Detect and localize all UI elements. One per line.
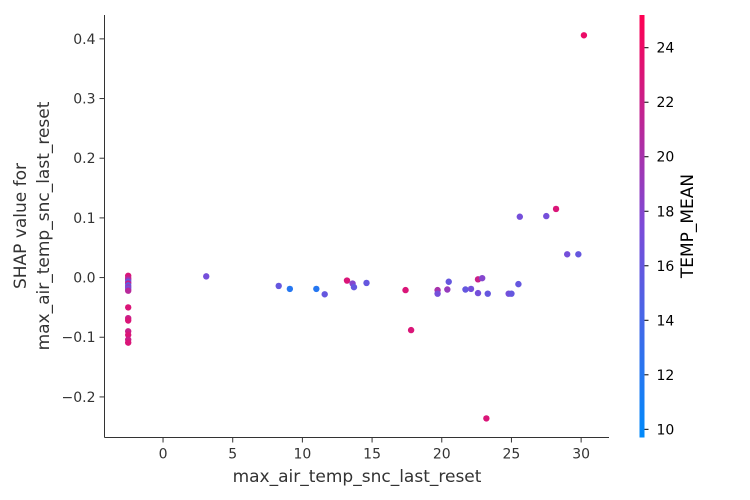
data-point <box>286 285 294 293</box>
data-point <box>313 285 320 293</box>
colorbar-ticks: 10 12 14 16 18 20 22 24 <box>644 41 675 438</box>
y-tick-label: 0.3 <box>73 92 95 108</box>
x-axis-label: max_air_temp_snc_last_reset <box>233 467 482 487</box>
colorbar-label: TEMP_MEAN <box>678 174 698 279</box>
x-tick-label: 5 <box>228 447 237 463</box>
data-point <box>580 32 588 39</box>
data-point <box>203 273 210 280</box>
colorbar-tick-label: 22 <box>657 95 675 111</box>
y-ticks: −0.2 −0.1 0.0 0.1 0.2 0.3 0.4 <box>62 32 105 406</box>
data-point <box>124 304 132 311</box>
data-point <box>402 286 409 294</box>
data-point <box>275 282 282 290</box>
colorbar-tick-label: 16 <box>657 259 675 275</box>
data-point <box>363 279 370 287</box>
y-tick-label: 0.1 <box>73 211 95 227</box>
data-point <box>563 251 571 258</box>
data-point <box>124 287 132 294</box>
colorbar-tick-label: 20 <box>657 150 675 166</box>
data-point <box>515 280 522 288</box>
y-tick-label: 0.0 <box>73 271 95 287</box>
data-point <box>124 339 132 346</box>
data-point <box>462 286 469 293</box>
x-tick-label: 25 <box>503 447 521 463</box>
data-point <box>321 291 328 298</box>
data-point <box>552 205 560 213</box>
data-point <box>575 251 582 258</box>
y-tick-label: −0.1 <box>62 330 96 346</box>
colorbar-tick-label: 18 <box>657 204 675 220</box>
colorbar-tick-label: 10 <box>657 422 675 438</box>
data-point <box>444 286 451 293</box>
data-point <box>483 415 490 422</box>
colorbar-tick-label: 14 <box>657 313 675 329</box>
data-point <box>484 290 491 297</box>
y-tick-label: −0.2 <box>62 390 96 406</box>
x-tick-label: 30 <box>572 447 590 463</box>
data-point <box>508 290 515 297</box>
data-point <box>478 274 486 282</box>
y-tick-label: 0.2 <box>73 151 95 167</box>
x-tick-label: 0 <box>159 447 168 463</box>
data-point <box>343 277 351 284</box>
data-point <box>467 285 475 293</box>
data-point <box>124 317 132 324</box>
data-point <box>350 283 358 291</box>
data-point <box>543 212 550 220</box>
x-ticks: 0 5 10 15 20 25 30 <box>159 437 590 463</box>
colorbar-tick-label: 12 <box>657 368 675 384</box>
y-tick-label: 0.4 <box>73 32 95 48</box>
x-tick-label: 20 <box>433 447 451 463</box>
y-axis-label-line-1: SHAP value for <box>11 163 31 289</box>
x-tick-label: 15 <box>363 447 381 463</box>
data-point <box>407 326 415 334</box>
y-axis-label-line-2: max_air_temp_snc_last_reset <box>34 101 54 350</box>
colorbar <box>639 15 645 438</box>
data-point <box>445 278 452 285</box>
data-point <box>434 290 441 297</box>
colorbar-tick-label: 24 <box>657 41 675 57</box>
x-tick-label: 10 <box>293 447 311 463</box>
data-point <box>474 289 482 297</box>
scatter-points <box>124 32 588 422</box>
data-point <box>124 331 132 339</box>
data-point <box>516 213 524 220</box>
